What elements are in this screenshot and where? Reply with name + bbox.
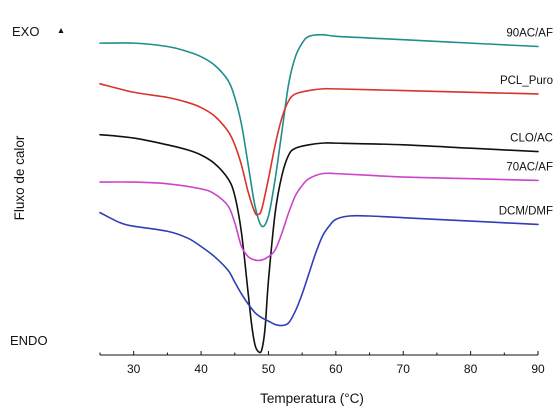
x-tick-label-40: 40 (194, 362, 208, 376)
series-line-dcm-dmf (99, 211, 539, 327)
plot-lines (99, 33, 539, 354)
series-label-clo-ac: CLO/AC (510, 133, 553, 145)
exo-label: EXO (12, 24, 39, 39)
series-label-70ac-af: 70AC/AF (506, 161, 553, 173)
labels: 90AC/AF PCL_Puro CLO/AC 70AC/AF DCM/DMF (499, 28, 553, 218)
x-tick-label-90: 90 (531, 362, 545, 376)
exo-arrow-icon (58, 28, 64, 33)
series-line-clo-ac (99, 133, 539, 354)
y-axis-title: Fluxo de calor (12, 135, 27, 220)
axes: 30 40 50 60 70 80 90 (99, 351, 545, 376)
series-line-pcl-puro (99, 83, 539, 216)
series-label-dcm-dmf: DCM/DMF (499, 205, 553, 217)
x-axis-title: Temperatura (°C) (260, 391, 364, 406)
x-tick-label-50: 50 (262, 362, 276, 376)
series-label-90ac-af: 90AC/AF (506, 28, 553, 40)
series-line-90ac-af (99, 33, 539, 228)
x-tick-label-70: 70 (397, 362, 411, 376)
x-tick-label-30: 30 (127, 362, 141, 376)
x-tick-label-60: 60 (329, 362, 343, 376)
x-tick-label-80: 80 (464, 362, 478, 376)
series-label-pcl-puro: PCL_Puro (500, 75, 553, 87)
endo-label: ENDO (10, 333, 48, 348)
series-line-70ac-af (99, 172, 539, 262)
